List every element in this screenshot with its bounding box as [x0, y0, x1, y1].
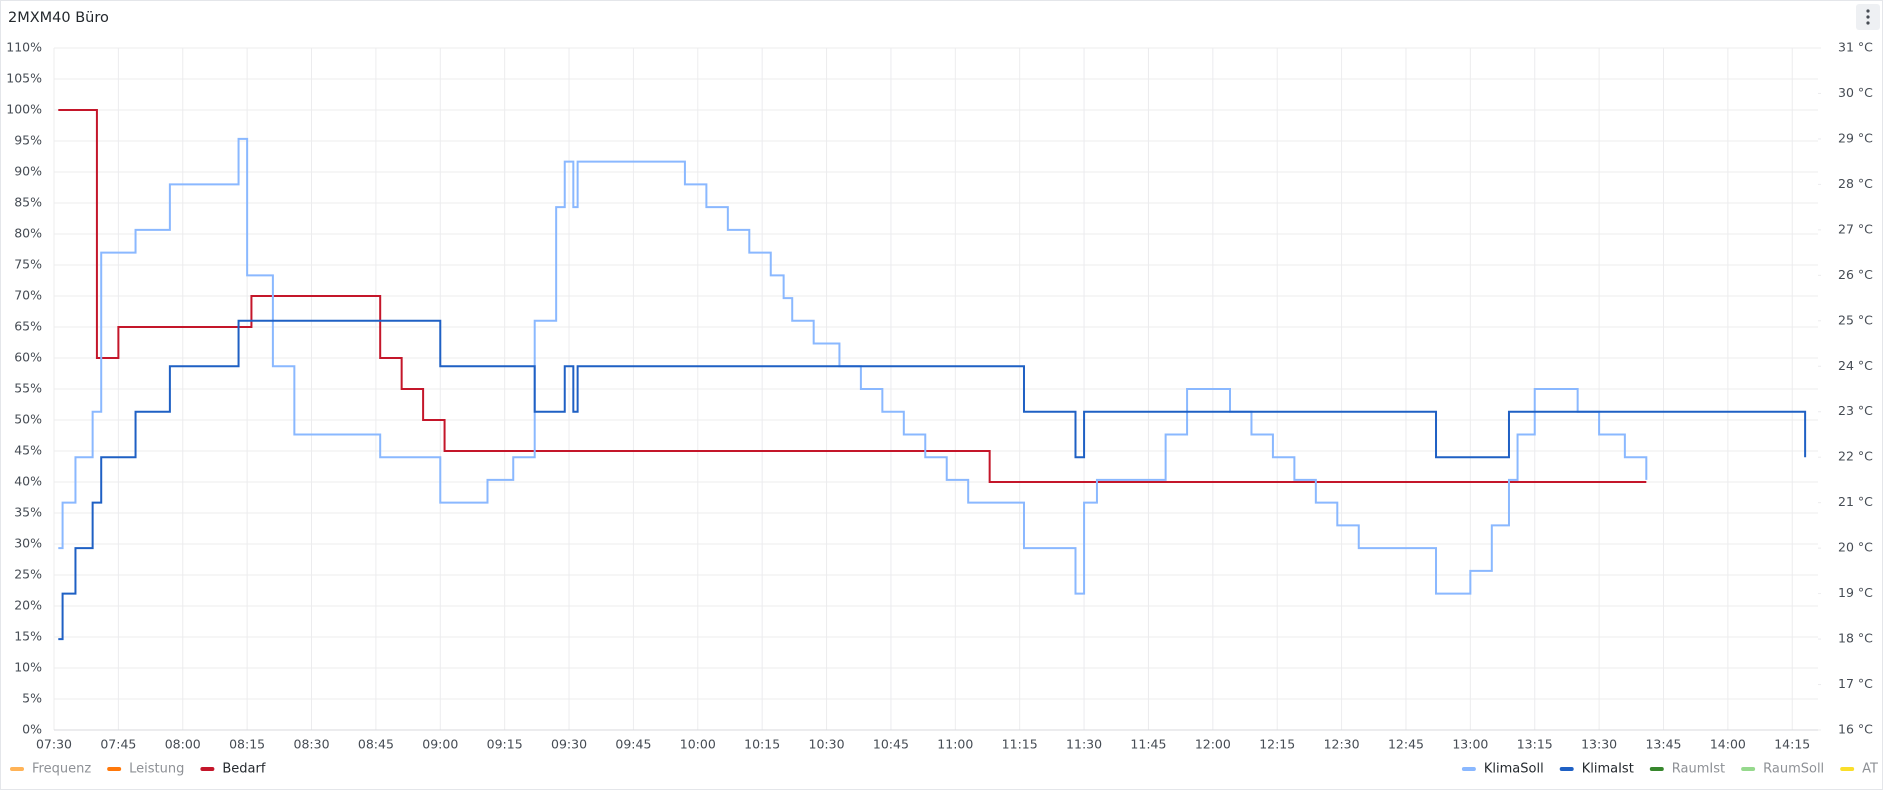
y-tick-label: 85% [14, 195, 42, 210]
x-tick-label: 12:00 [1195, 737, 1231, 752]
x-tick-label: 07:30 [36, 737, 72, 752]
x-tick-label: 12:30 [1324, 737, 1360, 752]
legend-item[interactable]: KlimaSoll [1461, 762, 1544, 777]
y-tick-label: 60% [14, 350, 42, 365]
x-tick-label: 09:15 [487, 737, 523, 752]
y2-tick-label: 22 °C [1838, 449, 1873, 464]
x-tick-label: 10:45 [873, 737, 909, 752]
y-tick-label: 55% [14, 381, 42, 396]
x-tick-label: 10:00 [680, 737, 716, 752]
y-tick-label: 25% [14, 567, 42, 582]
legend-label: RaumSoll [1763, 762, 1824, 777]
legend-item[interactable]: Frequenz [10, 762, 91, 777]
x-tick-label: 08:15 [229, 737, 265, 752]
x-tick-label: 12:45 [1388, 737, 1424, 752]
y2-tick-label: 19 °C [1838, 585, 1873, 600]
y-tick-label: 90% [14, 164, 42, 179]
y-tick-label: 110% [6, 40, 42, 55]
legend-label: KlimaSoll [1484, 762, 1544, 777]
x-tick-label: 11:30 [1066, 737, 1102, 752]
x-tick-label: 09:45 [615, 737, 651, 752]
x-tick-label: 08:45 [358, 737, 394, 752]
y2-tick-label: 28 °C [1838, 176, 1873, 191]
legend-swatch [1741, 767, 1756, 771]
x-tick-label: 14:15 [1774, 737, 1810, 752]
y2-tick-label: 25 °C [1838, 312, 1873, 327]
legend-swatch [1559, 767, 1574, 771]
x-tick-label: 12:15 [1259, 737, 1295, 752]
x-tick-label: 13:45 [1645, 737, 1681, 752]
y-tick-label: 35% [14, 505, 42, 520]
legend-swatch [200, 767, 215, 771]
series-line [58, 319, 1807, 641]
x-tick-label: 07:45 [100, 737, 136, 752]
legend-swatch [10, 767, 24, 771]
y-tick-label: 50% [14, 412, 42, 427]
y2-tick-label: 31 °C [1838, 40, 1873, 55]
y2-tick-label: 27 °C [1838, 221, 1873, 236]
legend-item[interactable]: Leistung [107, 762, 184, 777]
y-tick-label: 40% [14, 474, 42, 489]
y2-tick-label: 29 °C [1838, 130, 1873, 145]
legend-swatch [1649, 767, 1664, 771]
panel-menu[interactable] [1856, 4, 1880, 30]
y2-tick-label: 26 °C [1838, 267, 1873, 282]
x-tick-label: 09:00 [422, 737, 458, 752]
y2-tick-label: 20 °C [1838, 540, 1873, 555]
y-tick-label: 45% [14, 443, 42, 458]
legend-label: KlimaIst [1582, 762, 1634, 777]
legend-swatch [1840, 767, 1855, 771]
y2-tick-label: 23 °C [1838, 403, 1873, 418]
legend-label: Leistung [129, 762, 184, 777]
y2-tick-label: 16 °C [1838, 722, 1873, 737]
y-tick-label: 20% [14, 598, 42, 613]
y2-tick-label: 17 °C [1838, 676, 1873, 691]
legend-item[interactable]: RaumIst [1649, 762, 1725, 777]
legend-item[interactable]: RaumSoll [1741, 762, 1824, 777]
legend-label: RaumIst [1672, 762, 1725, 777]
legend-item[interactable]: AT [1840, 762, 1878, 777]
y-tick-label: 80% [14, 226, 42, 241]
legend-label: Bedarf [222, 762, 265, 777]
x-tick-label: 11:15 [1002, 737, 1038, 752]
y-tick-label: 105% [6, 71, 42, 86]
panel-title: 2MXM40 Büro [8, 10, 109, 26]
y2-tick-label: 18 °C [1838, 631, 1873, 646]
legend-swatch [107, 767, 122, 771]
y-tick-label: 70% [14, 288, 42, 303]
y-tick-label: 100% [6, 102, 42, 117]
y-tick-label: 5% [22, 691, 42, 706]
x-tick-label: 10:30 [809, 737, 845, 752]
legend-label: Frequenz [32, 762, 91, 777]
y-tick-label: 15% [14, 629, 42, 644]
y2-tick-label: 21 °C [1838, 494, 1873, 509]
y-tick-label: 75% [14, 257, 42, 272]
y2-tick-label: 30 °C [1838, 85, 1873, 100]
x-tick-label: 13:15 [1517, 737, 1553, 752]
legend-item[interactable]: KlimaIst [1559, 762, 1634, 777]
y-tick-label: 65% [14, 319, 42, 334]
y-tick-label: 10% [14, 660, 42, 675]
x-tick-label: 14:00 [1710, 737, 1746, 752]
x-tick-label: 08:00 [165, 737, 201, 752]
x-tick-label: 13:30 [1581, 737, 1617, 752]
x-tick-label: 13:00 [1452, 737, 1488, 752]
y-tick-label: 30% [14, 536, 42, 551]
x-tick-label: 10:15 [744, 737, 780, 752]
y-tick-label: 0% [22, 722, 42, 737]
legend-item[interactable]: Bedarf [200, 762, 266, 777]
y-tick-label: 95% [14, 133, 42, 148]
x-tick-label: 09:30 [551, 737, 587, 752]
x-tick-label: 11:45 [1130, 737, 1166, 752]
x-tick-label: 11:00 [937, 737, 973, 752]
x-tick-label: 08:30 [294, 737, 330, 752]
legend-label: AT [1862, 762, 1878, 777]
y2-tick-label: 24 °C [1838, 358, 1873, 373]
legend-swatch [1461, 767, 1476, 771]
